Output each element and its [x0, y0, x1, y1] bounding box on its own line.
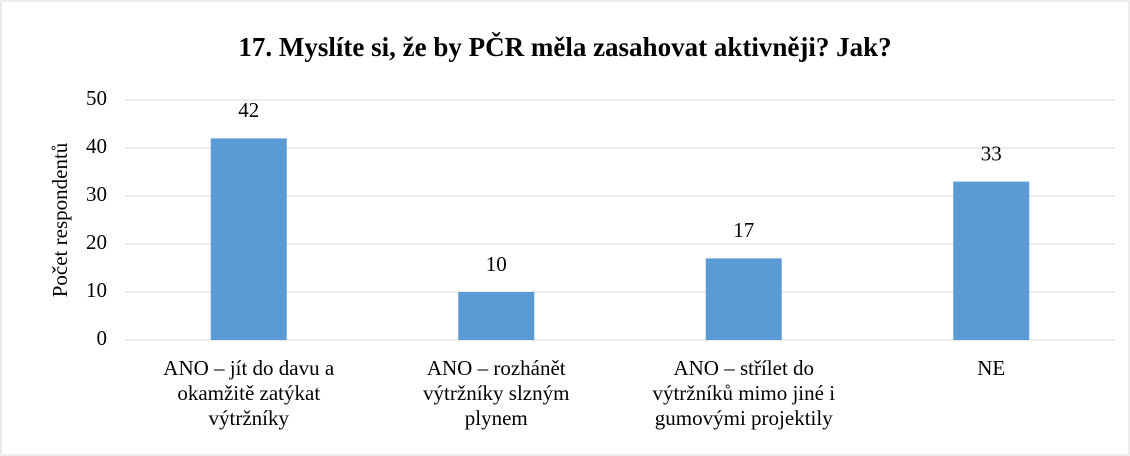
y-tick-label: 50 — [86, 86, 107, 110]
y-tick-label: 10 — [86, 278, 107, 302]
bar — [210, 138, 287, 340]
data-label: 33 — [981, 141, 1002, 165]
x-tick-label: ANO – střílet do výtržníků mimo jiné i g… — [652, 356, 836, 430]
bar — [705, 258, 782, 340]
x-tick-label: ANO – jít do davu a okamžitě zatýkat výt… — [163, 356, 335, 430]
bar — [458, 292, 535, 340]
bar — [953, 181, 1030, 340]
y-tick-label: 40 — [86, 134, 107, 158]
x-tick-label: ANO – rozhánět výtržníky slzným plynem — [423, 356, 570, 430]
data-label: 10 — [486, 252, 507, 276]
data-label: 17 — [733, 218, 754, 242]
y-tick-label: 0 — [97, 326, 108, 350]
y-tick-label: 30 — [86, 182, 107, 206]
chart-title: 17. Myslíte si, že by PČR měla zasahovat… — [238, 32, 891, 62]
data-label: 42 — [238, 98, 259, 122]
y-axis-label: Počet respondentů — [48, 142, 72, 297]
y-tick-label: 20 — [86, 230, 107, 254]
x-tick-label: NE — [977, 356, 1006, 380]
